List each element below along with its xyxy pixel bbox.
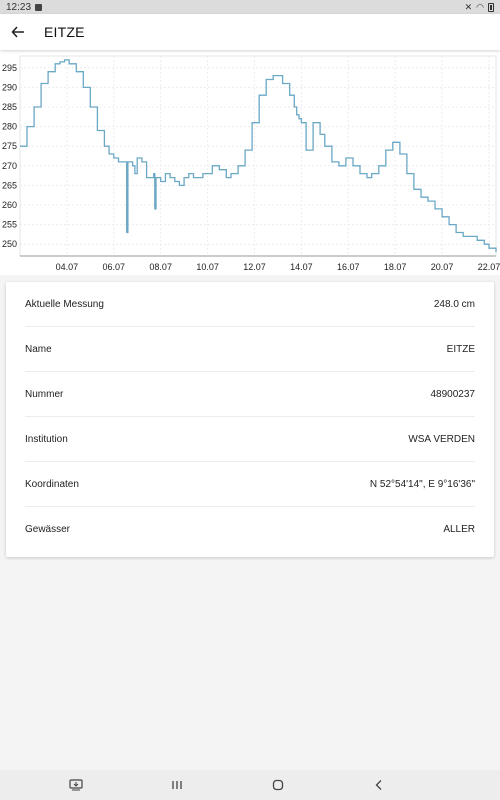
chart-grid: [19, 55, 497, 257]
y-tick-label: 255: [2, 220, 17, 230]
info-row-number: Nummer 48900237: [25, 372, 475, 417]
screenshot-icon: [69, 779, 83, 791]
x-tick-label: 22.07: [478, 262, 500, 272]
info-row-institution: Institution WSA VERDEN: [25, 417, 475, 462]
x-tick-label: 14.07: [290, 262, 313, 272]
info-value: 248.0 cm: [433, 298, 475, 310]
water-level-chart[interactable]: 250 255 260 265 270 275 280 285 290 295 04.07 06.0…: [0, 50, 500, 275]
y-tick-label: 295: [2, 63, 17, 73]
screenshot-button[interactable]: [61, 770, 91, 800]
info-row-coordinates: Koordinaten N 52°54'14", E 9°16'36": [25, 462, 475, 507]
x-axis: 04.07 06.07 08.07 10.07 12.07 14.07 16.07 18.07…: [20, 255, 500, 272]
info-label: Nummer: [25, 388, 64, 400]
y-tick-label: 280: [2, 122, 17, 132]
recent-apps-button[interactable]: [162, 770, 192, 800]
water-level-line: [20, 59, 497, 253]
y-tick-label: 265: [2, 180, 17, 190]
info-label: Gewässer: [25, 524, 71, 535]
y-tick-label: 285: [2, 102, 17, 112]
info-value: 48900237: [430, 388, 476, 400]
page-title: EITZE: [44, 24, 85, 40]
info-label: Name: [25, 343, 52, 355]
station-info-card: Aktuelle Messung 248.0 cm Name EITZE Num…: [6, 282, 494, 557]
y-tick-label: 290: [2, 82, 17, 92]
info-label: Institution: [25, 433, 68, 445]
system-back-button[interactable]: [364, 770, 394, 800]
status-icons: ✕ ◠: [465, 2, 494, 13]
x-tick-label: 16.07: [337, 262, 360, 272]
x-tick-label: 04.07: [56, 262, 79, 272]
info-value: ALLER: [443, 524, 475, 535]
back-icon: [375, 780, 382, 790]
y-axis: 250 255 260 265 270 275 280 285 290 295: [2, 63, 17, 249]
home-icon: [272, 779, 284, 791]
x-tick-label: 10.07: [196, 262, 219, 272]
x-tick-label: 12.07: [243, 262, 266, 272]
recent-apps-icon: [172, 781, 182, 789]
plot-frame: [19, 55, 497, 257]
info-value: WSA VERDEN: [408, 433, 475, 445]
y-tick-label: 250: [2, 239, 17, 249]
image-notification-icon: [35, 3, 43, 11]
arrow-left-icon: [11, 26, 24, 38]
app-bar: EITZE: [0, 14, 500, 50]
info-value: N 52°54'14", E 9°16'36": [369, 478, 475, 490]
home-button[interactable]: [263, 770, 293, 800]
y-tick-label: 275: [2, 141, 17, 151]
info-row-water-body: Gewässer ALLER: [25, 507, 475, 552]
status-bar: 12:23 ✕ ◠: [0, 0, 500, 14]
x-tick-label: 18.07: [384, 262, 407, 272]
info-label: Koordinaten: [25, 478, 79, 490]
y-tick-label: 270: [2, 161, 17, 171]
battery-icon: [488, 2, 494, 12]
wifi-icon: ◠: [476, 1, 484, 12]
info-row-name: Name EITZE: [25, 327, 475, 372]
y-tick-label: 260: [2, 200, 17, 210]
system-nav-bar: [0, 770, 500, 800]
x-tick-label: 20.07: [431, 262, 454, 272]
status-time: 12:23: [6, 1, 32, 13]
x-tick-label: 08.07: [149, 262, 172, 272]
info-value: EITZE: [446, 343, 475, 355]
chart-svg: 250 255 260 265 270 275 280 285 290 295 04.07 06.0…: [2, 55, 500, 272]
info-label: Aktuelle Messung: [25, 298, 104, 310]
x-tick-label: 06.07: [103, 262, 126, 272]
back-button[interactable]: [0, 14, 36, 50]
info-row-current-measurement: Aktuelle Messung 248.0 cm: [25, 282, 475, 327]
mute-icon: ✕: [464, 1, 473, 12]
